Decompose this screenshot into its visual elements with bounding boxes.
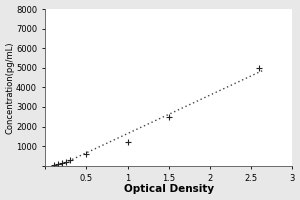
X-axis label: Optical Density: Optical Density: [124, 184, 214, 194]
Y-axis label: Concentration(pg/mL): Concentration(pg/mL): [6, 41, 15, 134]
